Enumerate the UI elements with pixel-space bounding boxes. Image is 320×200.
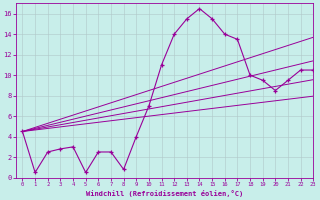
X-axis label: Windchill (Refroidissement éolien,°C): Windchill (Refroidissement éolien,°C)	[86, 190, 243, 197]
